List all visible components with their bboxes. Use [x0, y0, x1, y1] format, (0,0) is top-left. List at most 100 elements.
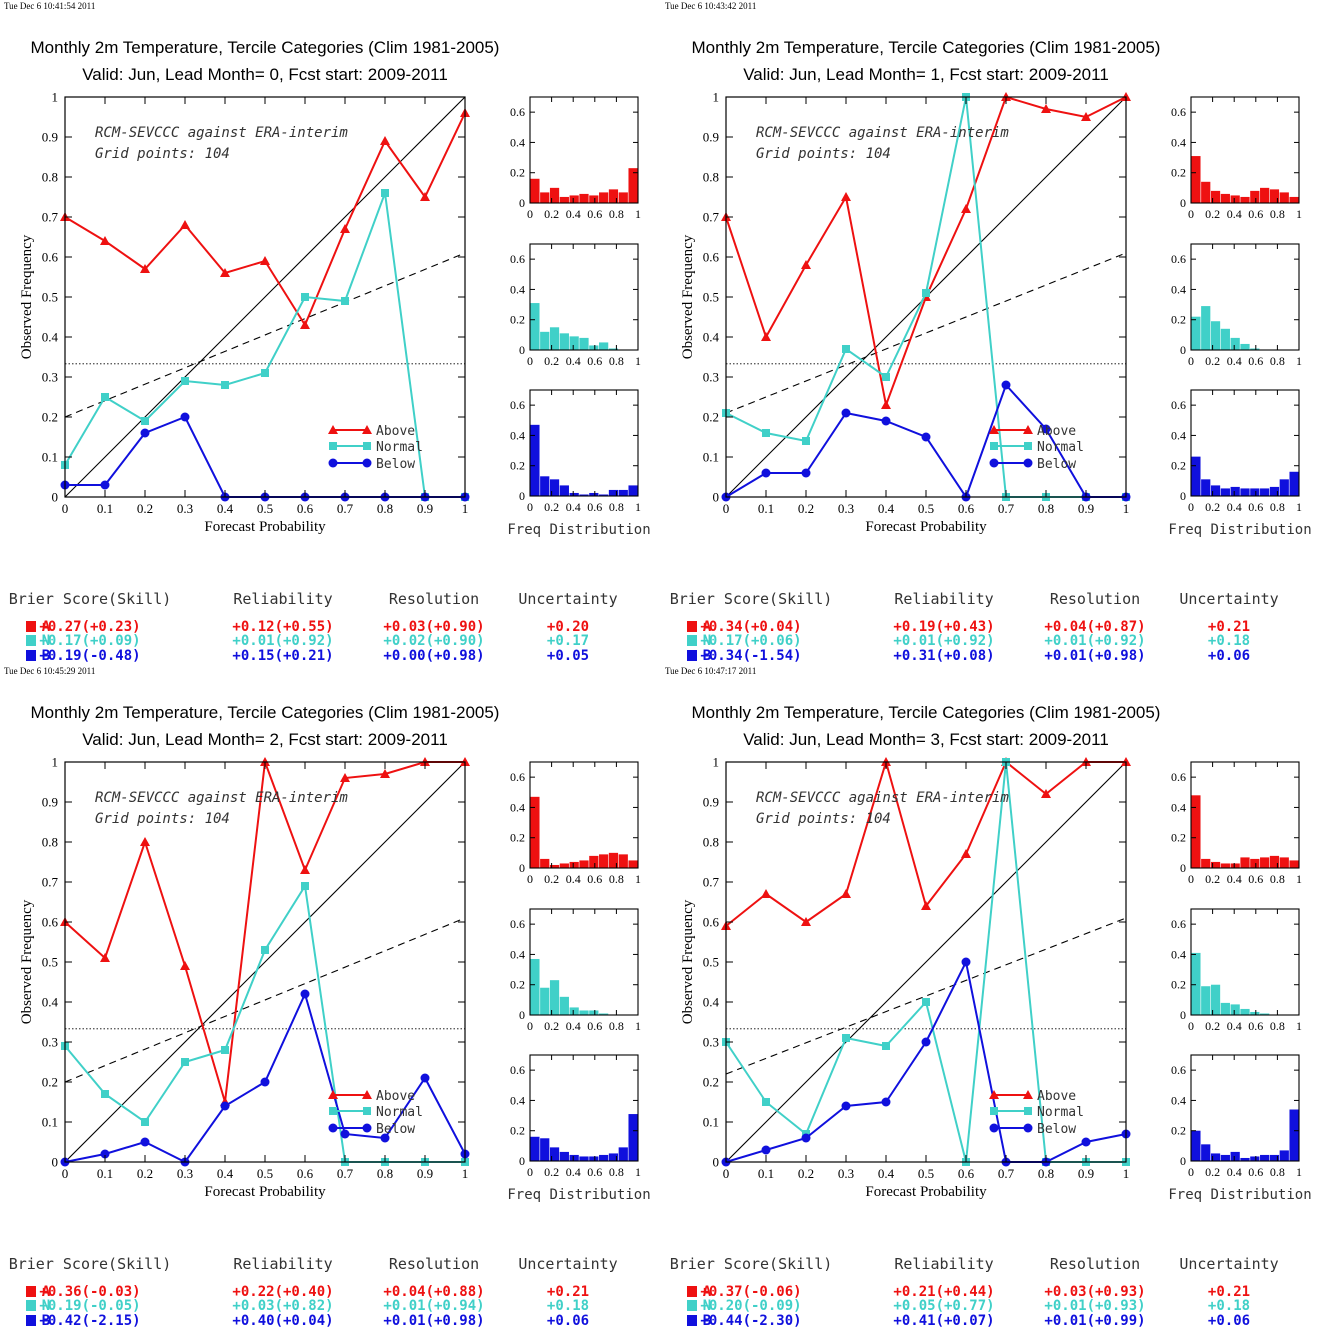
freq-bar-above — [599, 192, 609, 203]
score-header: Uncertainty — [1179, 590, 1278, 608]
hist-x-tick-label: 1 — [635, 1019, 641, 1033]
score-value: +0.31(+0.08) — [893, 648, 994, 664]
hist-x-tick-label: 0 — [527, 500, 533, 514]
hist-x-tick-label: 0.2 — [1205, 1165, 1220, 1179]
histogram-frame-below — [1190, 1054, 1300, 1162]
hist-y-tick-label: 0 — [1180, 861, 1186, 875]
freq-bar-below — [618, 489, 628, 496]
above-point — [1041, 789, 1051, 798]
normal-point — [261, 369, 269, 377]
histogram-frame-normal — [529, 243, 639, 351]
score-value: +0.12(+0.55) — [232, 619, 333, 635]
y-tick-label: 0.7 — [703, 210, 720, 225]
freq-bar-above — [1210, 190, 1221, 203]
legend-label-normal: Normal — [1037, 1105, 1084, 1120]
normal-point — [922, 289, 930, 297]
freq-bar-above — [1230, 195, 1240, 203]
y-tick-label: 0.6 — [703, 915, 720, 930]
hist-y-tick-label: 0 — [519, 489, 525, 503]
score-header: Brier Score(Skill) — [670, 590, 833, 608]
score-value: +0.06 — [1208, 648, 1250, 664]
score-value: +0.36(-0.03) — [39, 1284, 140, 1300]
score-value: +0.01(+0.98) — [1044, 648, 1145, 664]
score-value: +0.17(+0.06) — [700, 633, 801, 649]
legend-marker-above — [989, 1090, 999, 1099]
x-tick-label: 0.1 — [758, 501, 774, 516]
score-header: Uncertainty — [1179, 1255, 1278, 1273]
freq-bar-above — [1230, 863, 1240, 868]
hist-x-tick-label: 0.2 — [544, 500, 559, 514]
score-value: +0.01(+0.94) — [383, 1298, 484, 1314]
above-point — [961, 849, 971, 858]
freq-bar-normal — [1201, 306, 1211, 350]
score-swatch-normal — [687, 1300, 697, 1311]
legend-marker-above — [1023, 425, 1033, 434]
y-tick-label: 0.2 — [42, 1075, 58, 1090]
y-tick-label: 0 — [713, 1155, 720, 1170]
hist-x-tick-label: 1 — [1296, 872, 1302, 886]
hist-x-tick-label: 0.4 — [566, 500, 581, 514]
freq-bar-below — [1260, 488, 1270, 496]
y-tick-label: 0.4 — [42, 995, 59, 1010]
hist-x-tick-label: 0.6 — [587, 872, 602, 886]
score-value: +0.01(+0.93) — [1044, 1298, 1145, 1314]
hist-x-tick-label: 0.6 — [587, 1165, 602, 1179]
normal-point — [381, 189, 389, 197]
freq-bar-normal — [549, 327, 560, 350]
hist-x-tick-label: 0.2 — [544, 354, 559, 368]
freq-bar-normal — [1220, 328, 1230, 350]
x-tick-label: 0 — [62, 1166, 69, 1181]
hist-x-tick-label: 0.6 — [1248, 207, 1263, 221]
hist-x-tick-label: 0.4 — [566, 354, 581, 368]
freq-bar-above — [1191, 156, 1201, 203]
x-tick-label: 1 — [462, 501, 469, 516]
freq-bar-below — [1230, 486, 1240, 496]
histogram-frame-below — [1190, 389, 1300, 497]
score-header: Reliability — [894, 590, 993, 608]
hist-x-tick-label: 0 — [527, 872, 533, 886]
x-tick-label: 0.7 — [998, 501, 1015, 516]
score-value: +0.41(+0.07) — [893, 1313, 994, 1329]
score-letter: N — [42, 633, 50, 649]
y-tick-label: 0.6 — [703, 250, 720, 265]
hist-y-tick-label: 0.2 — [1171, 166, 1186, 180]
y-tick-label: 0.9 — [703, 795, 719, 810]
hist-x-tick-label: 0 — [1188, 354, 1194, 368]
above-point — [380, 769, 390, 778]
freq-bar-above — [579, 193, 589, 203]
score-letter: A — [703, 619, 712, 635]
perfect-reliability-line — [64, 96, 466, 498]
normal-point — [301, 293, 309, 301]
freq-bar-below — [628, 1114, 638, 1161]
freq-bar-below — [1250, 488, 1260, 496]
score-value: +0.06 — [547, 1313, 589, 1329]
hist-y-tick-label: 0.4 — [1171, 428, 1186, 442]
score-swatch-below — [687, 650, 697, 661]
freq-bar-normal — [1250, 348, 1260, 350]
hist-y-tick-label: 0.4 — [1171, 282, 1186, 296]
above-point — [180, 961, 190, 970]
freq-bar-normal — [540, 987, 550, 1015]
score-header: Uncertainty — [518, 590, 617, 608]
legend-label-above: Above — [376, 424, 415, 439]
chart-subtitle: Valid: Jun, Lead Month= 1, Fcst start: 2… — [743, 65, 1109, 84]
freq-bar-above — [530, 178, 540, 203]
x-tick-label: 0.4 — [217, 1166, 234, 1181]
freq-distribution-label: Freq Distribution — [507, 522, 650, 538]
score-header: Reliability — [894, 1255, 993, 1273]
normal-point — [301, 882, 309, 890]
hist-y-tick-label: 0.6 — [1171, 398, 1186, 412]
hist-y-tick-label: 0.2 — [1171, 978, 1186, 992]
hist-x-tick-label: 1 — [635, 500, 641, 514]
chart-title: Monthly 2m Temperature, Tercile Categori… — [692, 703, 1161, 722]
normal-point — [141, 417, 149, 425]
freq-bar-below — [1201, 1144, 1211, 1161]
freq-bar-above — [549, 864, 560, 868]
below-point — [100, 1149, 110, 1159]
y-tick-label: 1 — [713, 90, 720, 105]
histogram-frame-normal — [1190, 908, 1300, 1016]
x-tick-label: 0.2 — [798, 1166, 814, 1181]
x-tick-label: 0.1 — [97, 501, 113, 516]
x-tick-label: 0 — [723, 501, 730, 516]
legend-label-normal: Normal — [1037, 440, 1084, 455]
